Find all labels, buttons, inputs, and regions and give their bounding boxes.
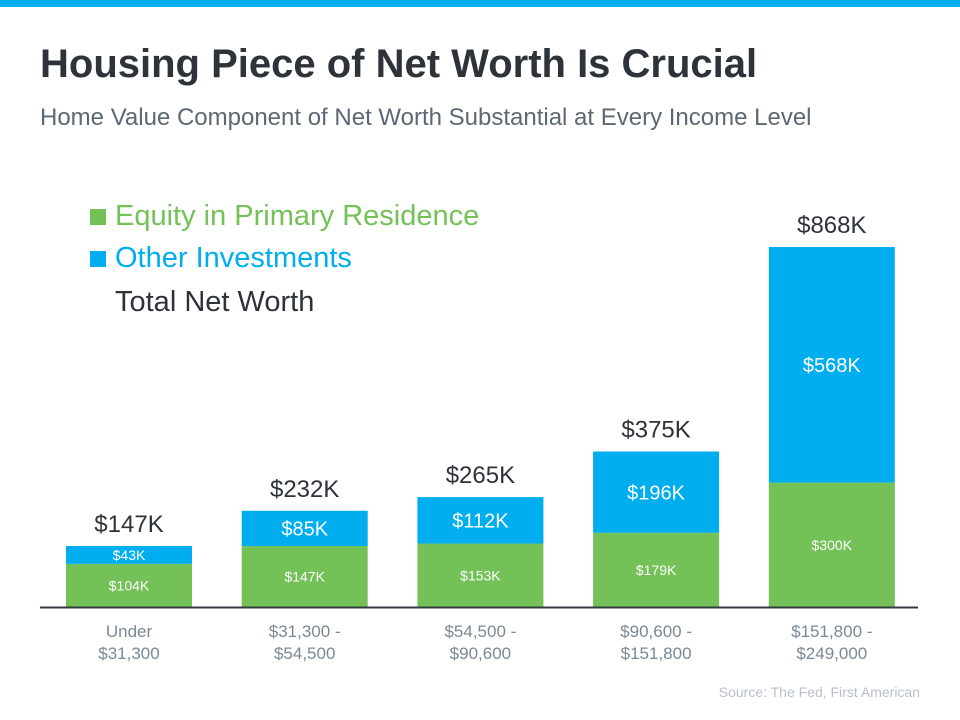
data-label-total: $375K: [621, 416, 690, 443]
x-tick-label: $31,300 -: [269, 622, 341, 641]
bar-other: [66, 546, 192, 564]
page-subtitle: Home Value Component of Net Worth Substa…: [40, 104, 812, 131]
legend-swatch-other: [90, 250, 106, 267]
x-tick-label: $151,800: [621, 644, 692, 663]
data-label-total: $868K: [797, 212, 866, 239]
x-tick-label: $54,500: [274, 644, 335, 663]
legend-other: Other Investments: [90, 242, 352, 275]
x-tick-label: $31,300: [98, 644, 159, 663]
source-note: Source: The Fed, First American: [718, 684, 920, 700]
legend-label-total: Total Net Worth: [115, 286, 315, 318]
bar-equity: [593, 532, 720, 607]
bar-equity: [417, 543, 544, 607]
data-label-other: $196K: [627, 482, 685, 504]
legend-label-equity: Equity in Primary Residence: [115, 200, 480, 232]
legend-equity: Equity in Primary Residence: [90, 200, 479, 233]
top-accent-bar: [0, 0, 960, 7]
bar-other: [768, 247, 895, 483]
x-tick-label: $249,000: [796, 644, 867, 663]
data-label-total: $265K: [446, 462, 515, 489]
data-label-equity: $179K: [636, 562, 677, 578]
data-label-total: $147K: [94, 511, 163, 538]
data-label-equity: $147K: [284, 569, 325, 585]
x-tick-label: $90,600 -: [620, 622, 692, 641]
data-label-other: $43K: [113, 547, 146, 563]
legend-label-other: Other Investments: [115, 242, 352, 274]
data-label-equity: $300K: [812, 537, 853, 553]
bar-other: [593, 451, 720, 533]
data-label-equity: $104K: [109, 577, 150, 593]
legend-swatch-equity: [90, 208, 106, 225]
bar-other: [417, 497, 544, 544]
page-title: Housing Piece of Net Worth Is Crucial: [40, 42, 758, 86]
x-tick-label: $151,800 -: [791, 622, 872, 641]
x-tick-label: $90,600: [450, 644, 511, 663]
data-label-other: $568K: [803, 355, 861, 377]
data-label-total: $232K: [270, 476, 339, 503]
bar-equity: [66, 563, 192, 607]
data-label-other: $112K: [452, 511, 509, 533]
bar-equity: [241, 546, 368, 607]
bar-equity: [768, 482, 895, 607]
bar-other: [241, 510, 368, 547]
data-label-equity: $153K: [460, 567, 501, 583]
legend-total: Total Net Worth: [115, 286, 314, 319]
data-label-other: $85K: [281, 519, 328, 541]
x-tick-label: $54,500 -: [444, 622, 516, 641]
x-tick-label: Under: [106, 622, 153, 641]
